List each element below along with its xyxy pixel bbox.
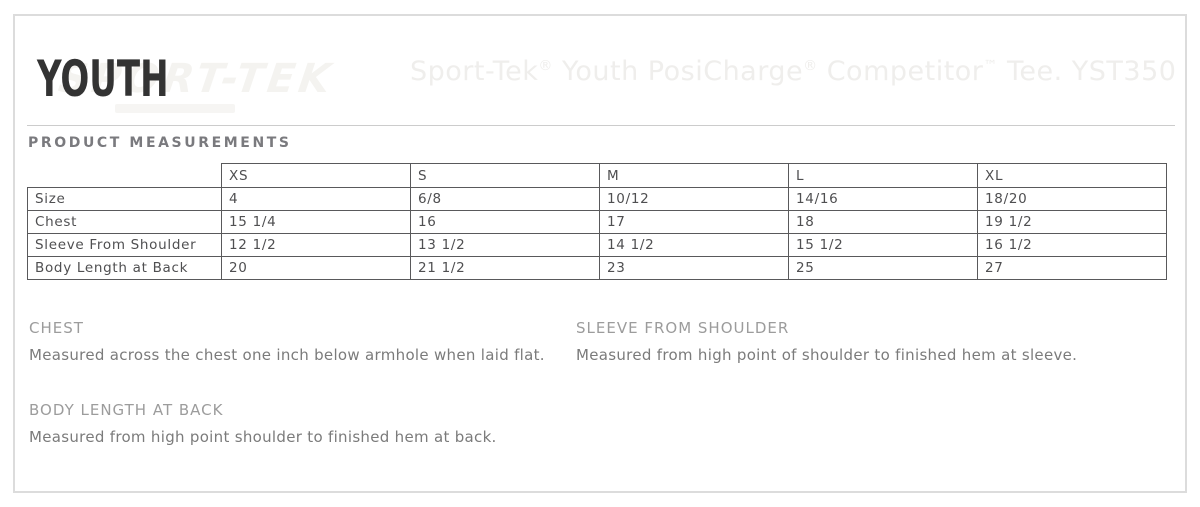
measurement-value-cell: 13 1/2 bbox=[410, 233, 600, 257]
note-sleeve-title: SLEEVE FROM SHOULDER bbox=[576, 319, 790, 337]
product-title: Sport-Tek® Youth PosiCharge® Competitor™… bbox=[410, 56, 1177, 87]
measurement-value-cell: 6/8 bbox=[410, 187, 600, 211]
measurements-table: XS S M L XL Size 4 6/8 10/12 14/16 18/20 Chest 15 1… bbox=[27, 163, 1167, 280]
measurement-value-cell: 17 bbox=[599, 210, 789, 234]
measurement-value-cell: 25 bbox=[788, 256, 978, 280]
note-sleeve-description: Measured from high point of shoulder to … bbox=[576, 346, 1078, 364]
size-header-row: XS S M L XL bbox=[28, 163, 1167, 188]
measurement-value-cell: 18 bbox=[788, 210, 978, 234]
note-chest: CHEST Measured across the chest one inch… bbox=[29, 319, 574, 364]
measurement-row: Body Length at Back 20 21 1/2 23 25 27 bbox=[27, 256, 1167, 280]
measurement-value-cell: 21 1/2 bbox=[410, 256, 600, 280]
measurement-row: Size 4 6/8 10/12 14/16 18/20 bbox=[27, 187, 1167, 211]
note-sleeve-from-shoulder: SLEEVE FROM SHOULDER Measured from high … bbox=[576, 319, 1121, 364]
size-column-header: L bbox=[788, 163, 978, 188]
measurement-row-label: Size bbox=[27, 187, 222, 211]
measurement-value-cell: 19 1/2 bbox=[977, 210, 1167, 234]
measurement-value-cell: 23 bbox=[599, 256, 789, 280]
header-divider bbox=[27, 125, 1175, 126]
measurement-value-cell: 16 bbox=[410, 210, 600, 234]
blank-header-cell bbox=[28, 164, 222, 188]
size-column-header: XS bbox=[221, 163, 411, 188]
note-chest-title: CHEST bbox=[29, 319, 84, 337]
measurement-value-cell: 12 1/2 bbox=[221, 233, 411, 257]
measurement-row: Chest 15 1/4 16 17 18 19 1/2 bbox=[27, 210, 1167, 234]
note-body-length-description: Measured from high point shoulder to fin… bbox=[29, 428, 497, 446]
measurement-row-label: Sleeve From Shoulder bbox=[27, 233, 222, 257]
measurement-value-cell: 4 bbox=[221, 187, 411, 211]
note-body-length-at-back: BODY LENGTH AT BACK Measured from high p… bbox=[29, 401, 574, 446]
measurement-value-cell: 27 bbox=[977, 256, 1167, 280]
size-column-header: M bbox=[599, 163, 789, 188]
measurement-value-cell: 15 1/4 bbox=[221, 210, 411, 234]
category-label-youth: YOUTH bbox=[37, 50, 169, 108]
note-body-length-title: BODY LENGTH AT BACK bbox=[29, 401, 224, 419]
measurement-row-label: Body Length at Back bbox=[27, 256, 222, 280]
measurement-value-cell: 16 1/2 bbox=[977, 233, 1167, 257]
note-chest-description: Measured across the chest one inch below… bbox=[29, 346, 545, 364]
measurement-value-cell: 15 1/2 bbox=[788, 233, 978, 257]
size-column-header: S bbox=[410, 163, 600, 188]
product-measurements-panel: SPORT-TEK YOUTH Sport-Tek® Youth PosiCha… bbox=[13, 14, 1187, 493]
measurement-value-cell: 10/12 bbox=[599, 187, 789, 211]
measurement-value-cell: 18/20 bbox=[977, 187, 1167, 211]
size-column-header: XL bbox=[977, 163, 1167, 188]
section-title-product-measurements: PRODUCT MEASUREMENTS bbox=[28, 135, 292, 151]
watermark-tagline-decoration bbox=[115, 104, 235, 113]
measurement-value-cell: 14 1/2 bbox=[599, 233, 789, 257]
measurement-row-label: Chest bbox=[27, 210, 222, 234]
measurement-value-cell: 20 bbox=[221, 256, 411, 280]
measurement-row: Sleeve From Shoulder 12 1/2 13 1/2 14 1/2 15… bbox=[27, 233, 1167, 257]
measurement-value-cell: 14/16 bbox=[788, 187, 978, 211]
